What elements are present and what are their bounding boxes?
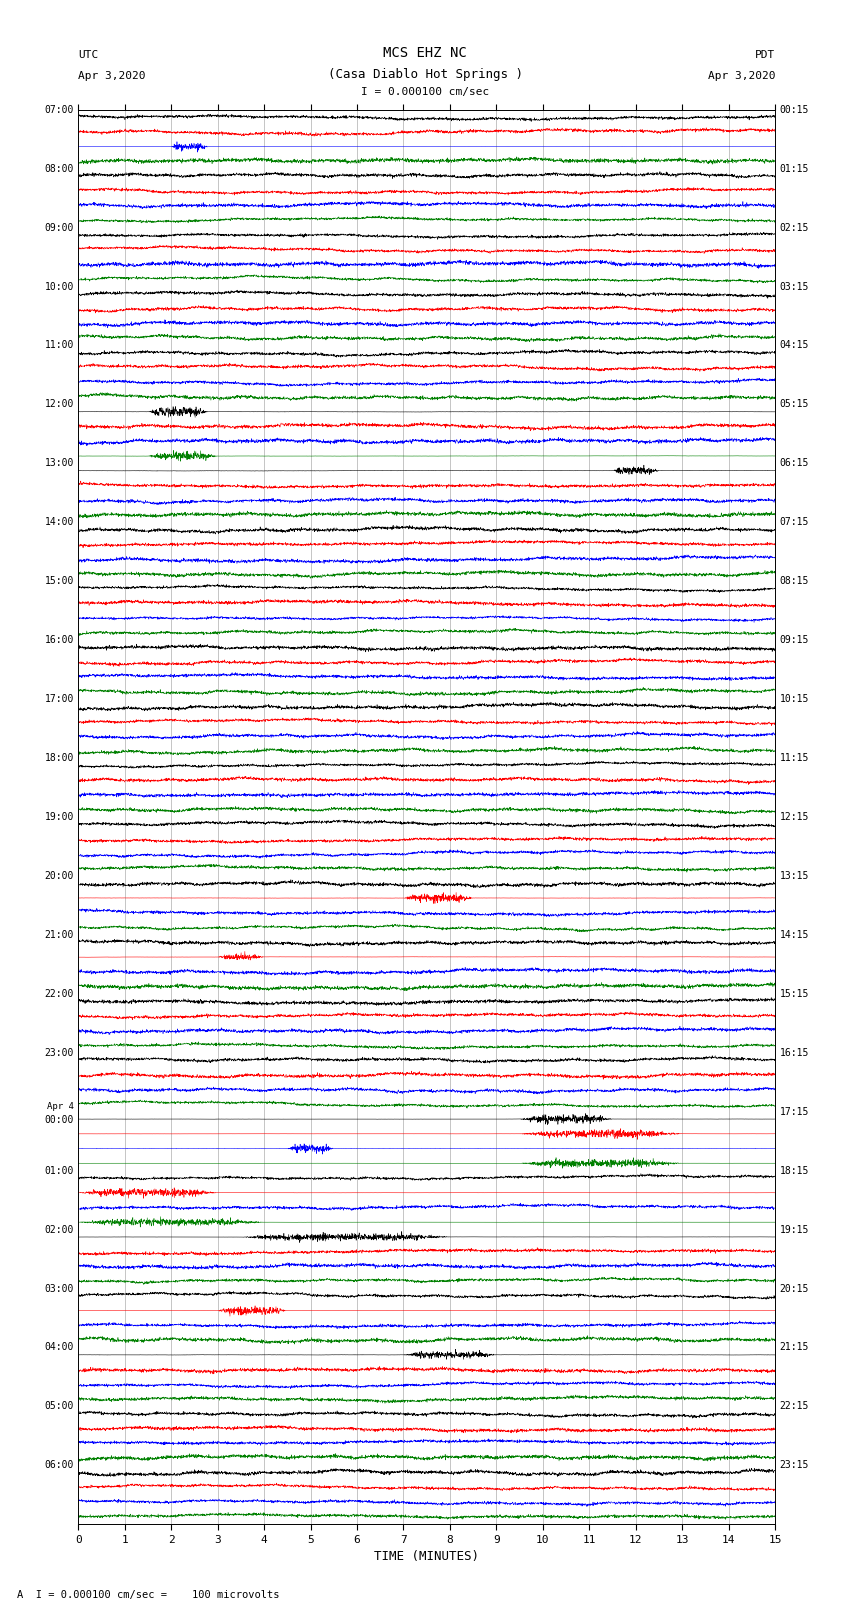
Text: 17:00: 17:00 [44,694,74,705]
Text: PDT: PDT [755,50,775,60]
Text: 14:00: 14:00 [44,518,74,527]
Text: 12:00: 12:00 [44,400,74,410]
Text: Apr 3,2020: Apr 3,2020 [708,71,775,81]
Text: 03:15: 03:15 [779,282,809,292]
Text: I = 0.000100 cm/sec: I = 0.000100 cm/sec [361,87,489,97]
Text: 00:00: 00:00 [44,1115,74,1124]
Text: 10:00: 10:00 [44,282,74,292]
Text: Apr 3,2020: Apr 3,2020 [78,71,145,81]
Text: 09:15: 09:15 [779,636,809,645]
Text: 03:00: 03:00 [44,1284,74,1294]
Text: 05:15: 05:15 [779,400,809,410]
Text: A  I = 0.000100 cm/sec =    100 microvolts: A I = 0.000100 cm/sec = 100 microvolts [17,1590,280,1600]
Text: 04:00: 04:00 [44,1342,74,1352]
Text: 06:00: 06:00 [44,1460,74,1471]
Text: 23:15: 23:15 [779,1460,809,1471]
Text: UTC: UTC [78,50,99,60]
Text: 13:00: 13:00 [44,458,74,468]
Text: MCS EHZ NC: MCS EHZ NC [383,45,467,60]
Text: 01:15: 01:15 [779,163,809,174]
Text: 16:00: 16:00 [44,636,74,645]
Text: 08:15: 08:15 [779,576,809,586]
Text: 00:15: 00:15 [779,105,809,115]
Text: 11:00: 11:00 [44,340,74,350]
Text: 14:15: 14:15 [779,929,809,940]
Text: 07:15: 07:15 [779,518,809,527]
Text: 19:15: 19:15 [779,1224,809,1234]
X-axis label: TIME (MINUTES): TIME (MINUTES) [374,1550,479,1563]
Text: 18:00: 18:00 [44,753,74,763]
Text: 07:00: 07:00 [44,105,74,115]
Text: 02:15: 02:15 [779,223,809,232]
Text: 05:00: 05:00 [44,1402,74,1411]
Text: 12:15: 12:15 [779,811,809,823]
Text: 01:00: 01:00 [44,1166,74,1176]
Text: 20:15: 20:15 [779,1284,809,1294]
Text: 15:00: 15:00 [44,576,74,586]
Text: 08:00: 08:00 [44,163,74,174]
Text: (Casa Diablo Hot Springs ): (Casa Diablo Hot Springs ) [327,68,523,81]
Text: 22:15: 22:15 [779,1402,809,1411]
Text: 17:15: 17:15 [779,1107,809,1116]
Text: 02:00: 02:00 [44,1224,74,1234]
Text: 10:15: 10:15 [779,694,809,705]
Text: 13:15: 13:15 [779,871,809,881]
Text: 04:15: 04:15 [779,340,809,350]
Text: 18:15: 18:15 [779,1166,809,1176]
Text: 22:00: 22:00 [44,989,74,998]
Text: Apr 4: Apr 4 [47,1102,74,1111]
Text: 23:00: 23:00 [44,1048,74,1058]
Text: 21:15: 21:15 [779,1342,809,1352]
Text: 15:15: 15:15 [779,989,809,998]
Text: 11:15: 11:15 [779,753,809,763]
Text: 09:00: 09:00 [44,223,74,232]
Text: 21:00: 21:00 [44,929,74,940]
Text: 06:15: 06:15 [779,458,809,468]
Text: 20:00: 20:00 [44,871,74,881]
Text: 19:00: 19:00 [44,811,74,823]
Text: 16:15: 16:15 [779,1048,809,1058]
